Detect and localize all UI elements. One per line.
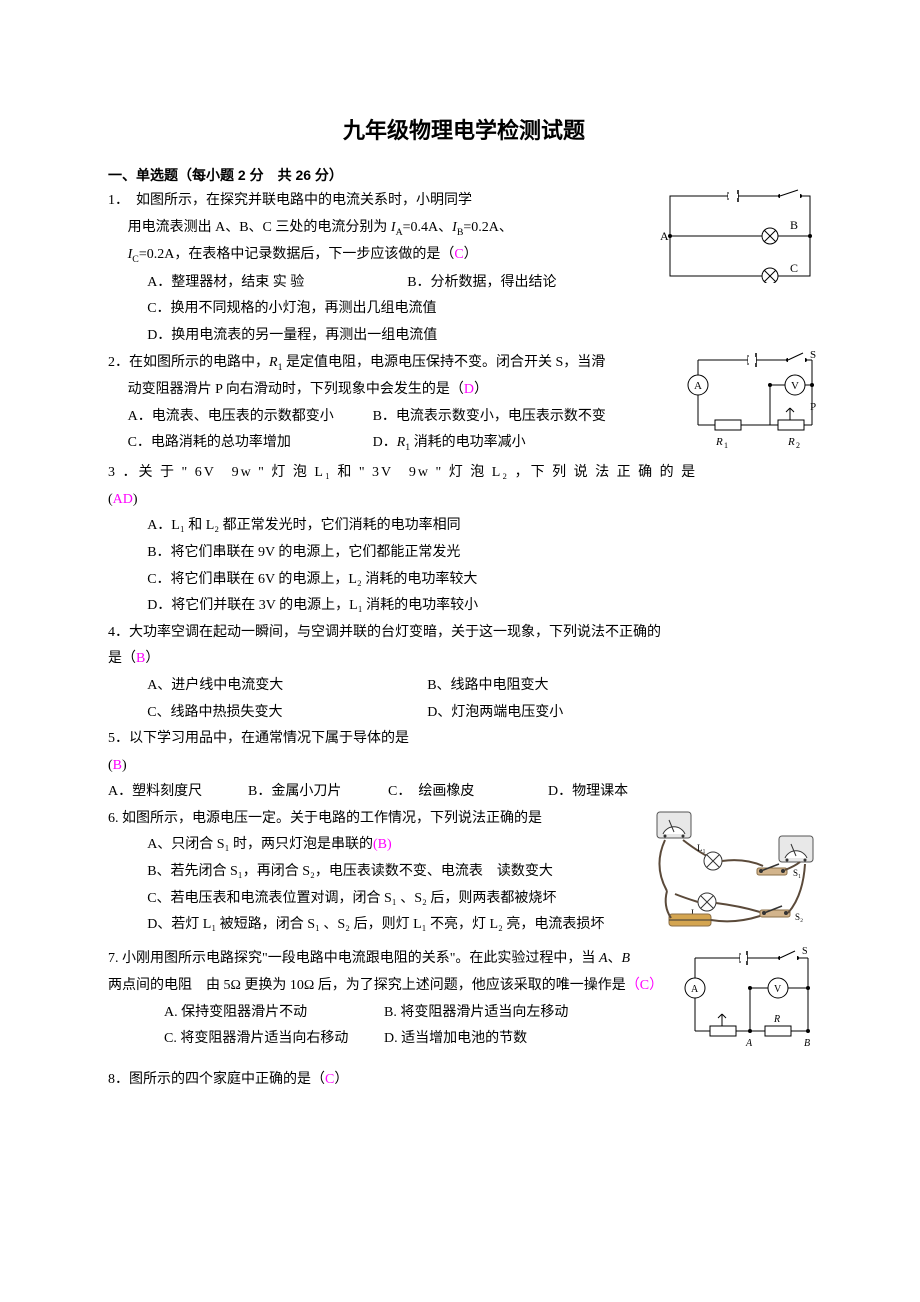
q4-line2: 是（B） <box>108 646 820 673</box>
q5-line2: (B) <box>108 753 820 780</box>
q4-line1: 4．大功率空调在起动一瞬间，与空调并联的台灯变暗，关于这一现象，下列说法不正确的 <box>108 620 820 647</box>
q3-optC: C．将它们串联在 6V 的电源上，L₂ 消耗的电功率较大 <box>108 567 820 594</box>
svg-text:1: 1 <box>724 441 728 450</box>
page-title: 九年级物理电学检测试题 <box>108 110 820 152</box>
q3-optD: D．将它们并联在 3V 的电源上，L₁ 消耗的电功率较小 <box>108 593 820 620</box>
q2-answer: D <box>464 382 474 397</box>
question-6: L₁ L₂ S₁ S₂ 6. 如图所示，电源电压一定。关于电路的工作情况，下列说… <box>108 806 820 939</box>
question-4: 4．大功率空调在起动一瞬间，与空调并联的台灯变暗，关于这一现象，下列说法不正确的… <box>108 620 820 726</box>
q1-optD: D．换用电流表的另一量程，再测出一组电流值 <box>108 323 820 350</box>
q7-answer: （C） <box>626 978 663 993</box>
svg-text:S₂: S₂ <box>795 912 803 922</box>
q5-answer: B <box>113 758 122 773</box>
q5-opts: A．塑料刻度尺B．金属小刀片C． 绘画橡皮D．物理课本 <box>108 779 820 806</box>
svg-text:A: A <box>745 1038 753 1049</box>
svg-text:S: S <box>802 946 808 957</box>
question-2: S A V R1 P R2 2．在如图所示的电路中，R1 是定值电阻，电源电压保… <box>108 350 820 458</box>
q1-optC: C．换用不同规格的小灯泡，再测出几组电流值 <box>108 296 820 323</box>
question-1: A B C 1． 如图所示，在探究并联电路中的电流关系时，小明同学 用电流表测出… <box>108 188 820 349</box>
svg-text:S: S <box>810 350 816 361</box>
q3-line1: 3 ．关 于 " 6V 9w " 灯 泡 L₁ 和 " 3V 9w " 灯 泡 … <box>108 460 820 487</box>
svg-text:C: C <box>790 261 798 275</box>
svg-text:V: V <box>774 984 782 995</box>
question-7: S A V R A B 7. 小刚用图所示电路探究"一段电路中电流跟电阻 <box>108 946 820 1052</box>
q6-answer: (B) <box>373 837 392 852</box>
svg-text:2: 2 <box>796 441 800 450</box>
svg-text:A: A <box>660 229 669 243</box>
q4-opts-row1: A、进户线中电流变大B、线路中电阻变大 <box>108 673 820 700</box>
svg-text:A: A <box>694 380 702 392</box>
q4-opts-row2: C、线路中热损失变大D、灯泡两端电压变小 <box>108 700 820 727</box>
svg-text:L₁: L₁ <box>697 843 706 853</box>
svg-text:B: B <box>790 218 798 232</box>
question-5: 5．以下学习用品中，在通常情况下属于导体的是 (B) A．塑料刻度尺B．金属小刀… <box>108 726 820 806</box>
svg-text:V: V <box>791 380 799 392</box>
q1-answer: C <box>454 247 463 262</box>
q6-circuit-diagram: L₁ L₂ S₁ S₂ <box>645 806 820 947</box>
svg-text:S₁: S₁ <box>793 868 801 878</box>
section-heading: 一、单选题（每小题 2 分 共 26 分） <box>108 162 820 189</box>
q3-optA: A．L₁ 和 L₂ 都正常发光时，它们消耗的电功率相同 <box>108 513 820 540</box>
svg-text:R: R <box>773 1014 780 1025</box>
q1-circuit-diagram: A B C <box>660 188 820 294</box>
question-8: 8．图所示的四个家庭中正确的是（C） <box>108 1067 820 1094</box>
svg-text:P: P <box>810 401 816 413</box>
q8-answer: C <box>325 1072 334 1087</box>
q7-circuit-diagram: S A V R A B <box>680 946 820 1067</box>
q3-answer: AD <box>113 492 133 507</box>
svg-text:A: A <box>691 984 699 995</box>
svg-text:R: R <box>715 436 723 448</box>
q5-line1: 5．以下学习用品中，在通常情况下属于导体的是 <box>108 726 820 753</box>
svg-text:B: B <box>804 1038 810 1049</box>
q3-optB: B．将它们串联在 9V 的电源上，它们都能正常发光 <box>108 540 820 567</box>
q4-answer: B <box>136 651 145 666</box>
q2-circuit-diagram: S A V R1 P R2 <box>670 350 820 461</box>
question-3: 3 ．关 于 " 6V 9w " 灯 泡 L₁ 和 " 3V 9w " 灯 泡 … <box>108 460 820 620</box>
q3-line2: (AD) <box>108 487 820 514</box>
svg-text:R: R <box>787 436 795 448</box>
